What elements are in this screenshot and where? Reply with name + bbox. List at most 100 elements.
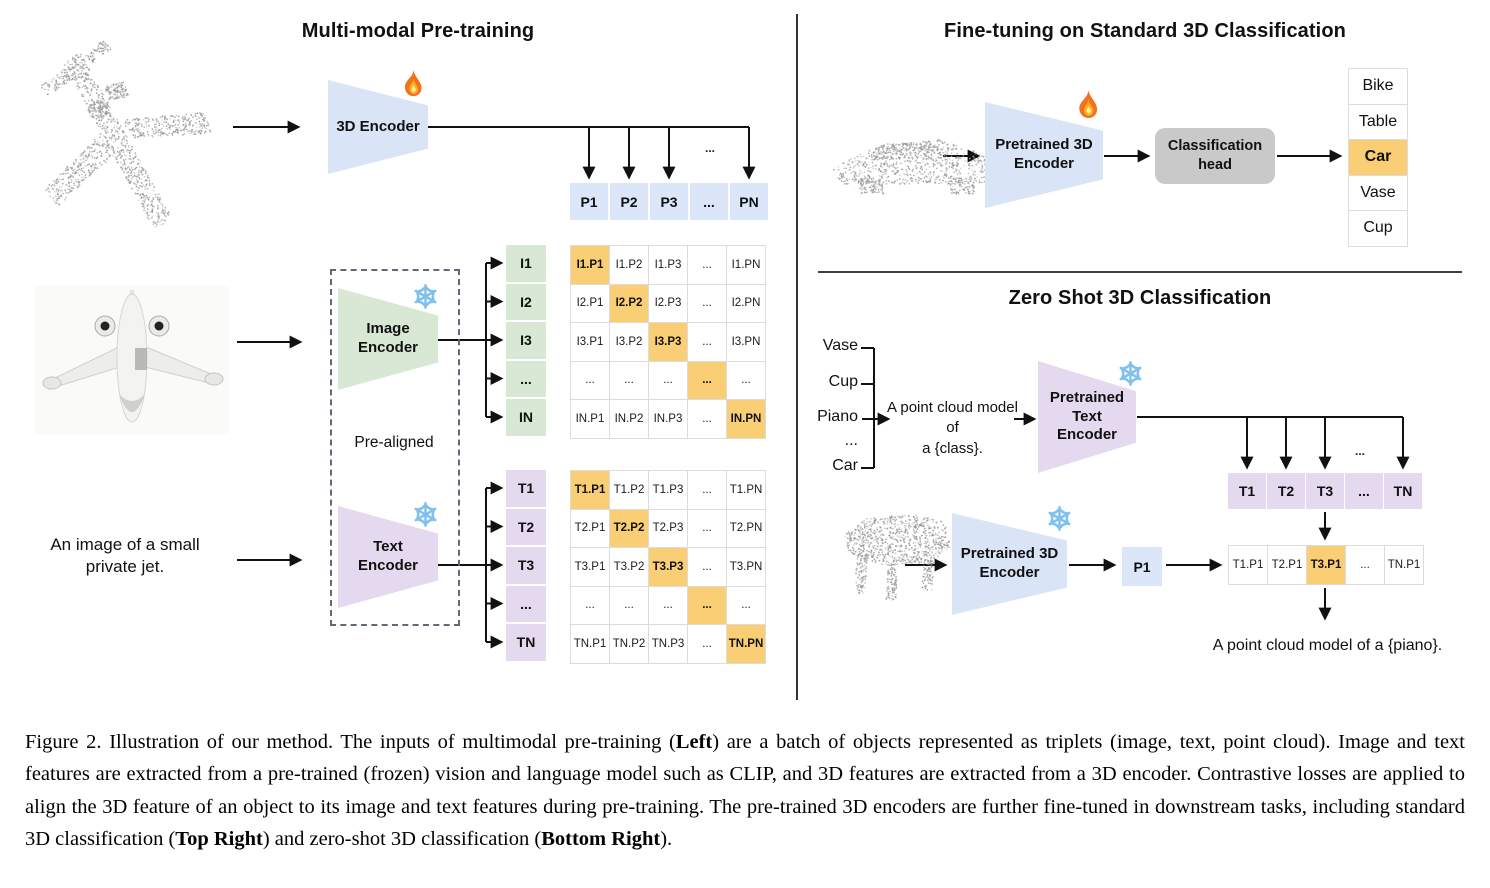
matrix-cell----: ... — [687, 470, 727, 510]
matrix-cell----: ... — [687, 399, 727, 439]
matrix-cell-I3-P3: I3.P3 — [648, 322, 688, 362]
jet-photo — [35, 286, 230, 434]
matrix-cell-I1-P3: I1.P3 — [648, 245, 688, 285]
caption-bold-segment: Top Right — [175, 828, 263, 851]
cell-IN: IN — [506, 399, 546, 436]
zs-class-vase: Vase — [822, 337, 858, 354]
car-point-cloud — [833, 138, 1001, 195]
matrix-cell----: ... — [687, 283, 727, 323]
matrix-cell----: ... — [687, 360, 727, 400]
cell-T1-P1: T1.P1 — [1228, 545, 1268, 585]
fire-icon — [1072, 88, 1104, 120]
matrix-cell-T3-P2: T3.P2 — [609, 547, 649, 587]
caption-segment: ) and zero-shot 3D classification ( — [262, 828, 542, 851]
class-table: Table — [1348, 103, 1408, 140]
3d-encoder-label: 3D Encoder — [336, 117, 420, 135]
matrix-cell-T1-P3: T1.P3 — [648, 470, 688, 510]
matrix-cell----: ... — [687, 508, 727, 548]
piano-point-cloud — [844, 514, 951, 601]
matrix-cell-T2-P1: T2.P1 — [570, 508, 610, 548]
matrix-cell----: ... — [687, 585, 727, 625]
matrix-cell-T3-P1: T3.P1 — [570, 547, 610, 587]
matrix-cell-TN-P2: TN.P2 — [609, 624, 649, 664]
matrix-cell-IN-P2: IN.P2 — [609, 399, 649, 439]
matrix-cell-T1-P2: T1.P2 — [609, 470, 649, 510]
matrix-cell----: ... — [570, 360, 610, 400]
matrix-cell----: ... — [687, 322, 727, 362]
matrix-cell-I1-PN: I1.PN — [726, 245, 766, 285]
matrix-cell-I3-P1: I3.P1 — [570, 322, 610, 362]
matrix-cell----: ... — [570, 585, 610, 625]
pretrained-text-encoder-label: Pretrained Text Encoder — [1049, 388, 1125, 444]
zs-class-car: Car — [832, 457, 858, 474]
cell----: ... — [690, 183, 728, 220]
pre-aligned-box — [330, 269, 460, 626]
pre-aligned-label: Pre-aligned — [354, 434, 434, 451]
pretrained-3d-encoder-label: Pretrained 3D Encoder — [995, 136, 1093, 172]
matrix-cell-T3-PN: T3.PN — [726, 547, 766, 587]
caption-segment: ) are a batch of objects represented as … — [25, 731, 1465, 851]
cell-T2: T2 — [1267, 473, 1305, 509]
snowflake-icon — [1046, 505, 1073, 532]
caption-bold-segment: Bottom Right — [541, 828, 661, 851]
cell-T3: T3 — [1306, 473, 1344, 509]
zeroshot-title: Zero Shot 3D Classification — [1008, 287, 1272, 309]
matrix-cell-I3-PN: I3.PN — [726, 322, 766, 362]
class-cup: Cup — [1348, 210, 1408, 247]
classification-head: Classification head — [1155, 128, 1275, 184]
cell-I2: I2 — [506, 283, 546, 320]
matrix-cell-TN-P3: TN.P3 — [648, 624, 688, 664]
zs-class-piano: Piano — [817, 408, 858, 425]
p1-cell: P1 — [1122, 547, 1162, 586]
cell-P2: P2 — [610, 183, 648, 220]
matrix-cell----: ... — [648, 585, 688, 625]
class-bike: Bike — [1348, 68, 1408, 105]
ellipsis-label: ... — [1354, 444, 1365, 458]
matrix-cell-T2-P3: T2.P3 — [648, 508, 688, 548]
cell-I1: I1 — [506, 245, 546, 282]
finetune-title: Fine-tuning on Standard 3D Classificatio… — [944, 20, 1346, 42]
cell-T3: T3 — [506, 547, 546, 584]
snowflake-icon — [412, 501, 439, 528]
matrix-cell----: ... — [687, 624, 727, 664]
ellipsis-label: ... — [704, 141, 715, 155]
caption-bold-segment: Left — [675, 731, 713, 753]
matrix-cell-T1-PN: T1.PN — [726, 470, 766, 510]
matrix-cell-IN-P1: IN.P1 — [570, 399, 610, 439]
cell-T1: T1 — [506, 470, 546, 507]
zs-class-cup: Cup — [828, 373, 858, 390]
matrix-cell-I1-P1: I1.P1 — [570, 245, 610, 285]
matrix-cell----: ... — [648, 360, 688, 400]
text-encoder-label: Text Encoder — [357, 538, 418, 574]
cell-P1: P1 — [570, 183, 608, 220]
cell-TN: TN — [1384, 473, 1422, 509]
matrix-cell-T1-P1: T1.P1 — [570, 470, 610, 510]
matrix-cell-I2-P1: I2.P1 — [570, 283, 610, 323]
snowflake-icon — [412, 283, 439, 310]
class-car: Car — [1348, 139, 1408, 176]
cell----: ... — [506, 585, 546, 622]
matrix-cell----: ... — [609, 585, 649, 625]
matrix-cell-IN-P3: IN.P3 — [648, 399, 688, 439]
cell----: ... — [1345, 473, 1383, 509]
matrix-cell----: ... — [726, 360, 766, 400]
cell-T2-P1: T2.P1 — [1267, 545, 1307, 585]
image-encoder-label: Image Encoder — [357, 320, 418, 356]
matrix-cell----: ... — [687, 547, 727, 587]
class-vase: Vase — [1348, 174, 1408, 211]
jet-caption: An image of a small private jet. — [50, 535, 200, 577]
matrix-cell-IN-PN: IN.PN — [726, 399, 766, 439]
airplane-point-cloud — [41, 40, 212, 228]
cell-T2: T2 — [506, 508, 546, 545]
matrix-cell-TN-P1: TN.P1 — [570, 624, 610, 664]
zs-class-ellipsis: ... — [844, 432, 858, 449]
matrix-cell-I3-P2: I3.P2 — [609, 322, 649, 362]
classification-head-label: Classification head — [1167, 138, 1263, 173]
matrix-cell-I2-P3: I2.P3 — [648, 283, 688, 323]
cell-PN: PN — [730, 183, 768, 220]
matrix-cell-T2-P2: T2.P2 — [609, 508, 649, 548]
caption-segment: ). — [660, 828, 673, 851]
snowflake-icon — [1117, 360, 1144, 387]
cell----: ... — [1345, 545, 1385, 585]
